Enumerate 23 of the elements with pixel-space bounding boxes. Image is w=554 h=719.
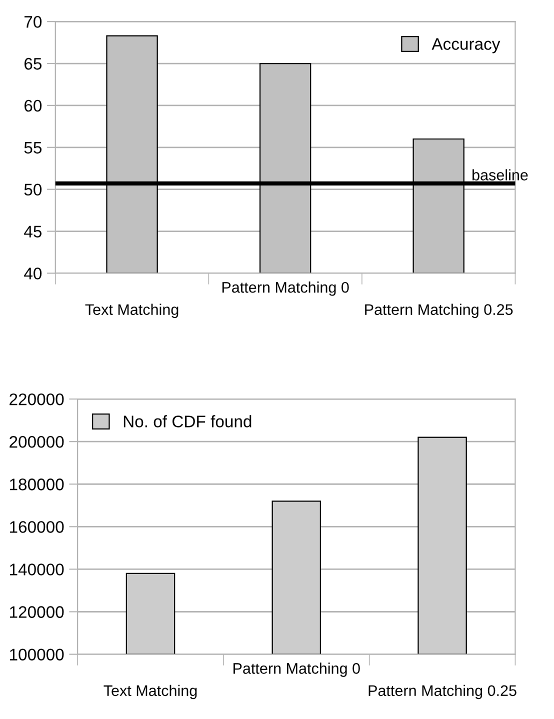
x-tick-label: Text Matching <box>85 304 178 318</box>
y-tick-label: 65 <box>24 58 42 70</box>
x-tick-label: Pattern Matching 0 <box>234 662 360 677</box>
legend-label: Accuracy <box>432 38 500 54</box>
y-tick-label: 55 <box>24 142 42 154</box>
y-tick-label: 120000 <box>10 606 64 618</box>
y-tick-label: 200000 <box>10 436 64 448</box>
x-tick-label: Pattern Matching 0 <box>222 282 349 296</box>
y-tick-label: 100000 <box>10 648 64 660</box>
x-tick-label: Text Matching <box>104 684 197 700</box>
y-tick-label: 40 <box>24 268 42 280</box>
y-tick-label: 60 <box>24 100 42 112</box>
y-tick-label: 160000 <box>10 521 64 533</box>
y-tick-label: 220000 <box>10 393 64 406</box>
y-tick-label: 180000 <box>10 478 64 490</box>
ref-line-label: baseline <box>472 169 528 180</box>
y-tick-label: 140000 <box>10 564 64 576</box>
legend-label: No. of CDF found <box>124 415 252 428</box>
y-tick-label: 50 <box>24 184 42 196</box>
y-tick-label: 70 <box>24 16 42 28</box>
x-tick-label: Pattern Matching 0.25 <box>365 304 513 318</box>
y-tick-label: 45 <box>24 226 42 238</box>
x-tick-label: Pattern Matching 0.25 <box>368 684 516 700</box>
